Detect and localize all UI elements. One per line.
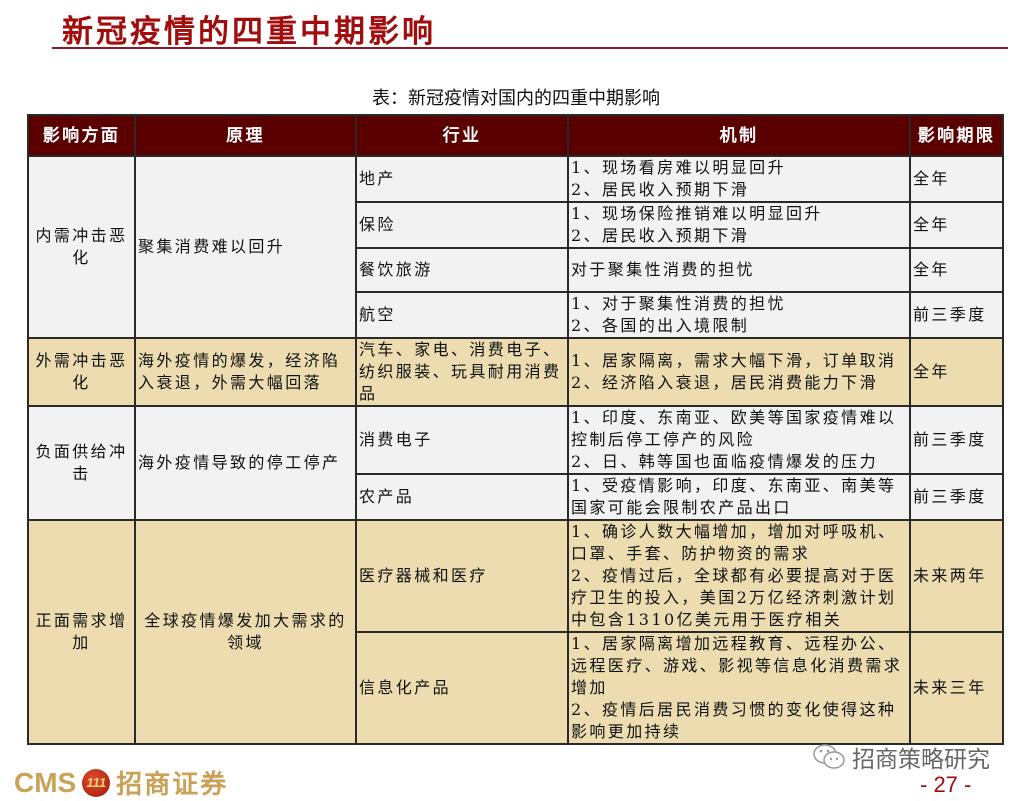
period-cell: 全年 xyxy=(909,247,1004,293)
mechanism-cell: 1、居家隔离，需求大幅下滑，订单取消 2、经济陷入衰退，居民消费能力下滑 xyxy=(567,337,911,407)
industry-cell: 汽车、家电、消费电子、纺织服装、玩具耐用消费品 xyxy=(355,337,569,407)
industry-cell: 餐饮旅游 xyxy=(355,247,569,293)
wechat-watermark: 招商策略研究 xyxy=(812,740,990,774)
period-cell: 未来三年 xyxy=(909,631,1004,745)
period-cell: 全年 xyxy=(909,155,1004,203)
table-row: 内需冲击恶化 聚集消费难以回升 地产 1、现场看房难以明显回升 2、居民收入预期… xyxy=(27,155,1004,339)
period-cell: 未来两年 xyxy=(909,519,1004,633)
industry-cell: 消费电子 xyxy=(355,405,569,475)
mechanism-cell: 1、对于聚集性消费的担忧 2、各国的出入境限制 xyxy=(567,291,911,339)
period-cell: 全年 xyxy=(909,337,1004,407)
period-cell: 前三季度 xyxy=(909,291,1004,339)
principle-cell: 海外疫情的爆发，经济陷入衰退，外需大幅回落 xyxy=(134,337,357,407)
table-row: 保险 1、现场保险推销难以明显回升 2、居民收入预期下滑 全年 xyxy=(28,201,1004,249)
impact-table: 影响方面 原理 行业 机制 影响期限 内需冲击恶化 聚集消费难以回升 地产 1、… xyxy=(27,114,1004,745)
principle-cell: 海外疫情导致的停工停产 xyxy=(134,405,357,521)
period-cell: 前三季度 xyxy=(909,405,1004,475)
table-row: 负面供给冲击 海外疫情导致的停工停产 消费电子 1、印度、东南亚、欧美等国家疫情… xyxy=(27,405,1004,521)
column-header: 行业 xyxy=(355,114,569,157)
mechanism-cell: 对于聚集性消费的担忧 xyxy=(567,247,911,293)
mechanism-cell: 1、确诊人数大幅增加，增加对呼吸机、口罩、手套、防护物资的需求 2、疫情过后，全… xyxy=(567,519,911,633)
period-cell: 全年 xyxy=(909,201,1004,249)
logo-badge-icon: 111 xyxy=(82,768,111,797)
aspect-cell: 内需冲击恶化 xyxy=(27,155,136,339)
wechat-icon xyxy=(813,744,845,769)
mechanism-cell: 1、现场保险推销难以明显回升 2、居民收入预期下滑 xyxy=(567,201,911,249)
title-divider xyxy=(52,47,1008,49)
watermark-text: 招商策略研究 xyxy=(852,747,990,773)
column-header: 原理 xyxy=(134,114,357,157)
column-header: 机制 xyxy=(567,114,911,157)
logo-company-name: 招商证券 xyxy=(116,770,229,800)
cms-logo: CMS 111 招商证券 xyxy=(14,764,228,801)
logo-cms-text: CMS xyxy=(14,766,77,798)
principle-cell: 全球疫情爆发加大需求的领域 xyxy=(134,519,357,745)
industry-cell: 保险 xyxy=(355,201,569,249)
period-cell: 前三季度 xyxy=(909,473,1004,521)
table-row: 外需冲击恶化 海外疫情的爆发，经济陷入衰退，外需大幅回落 汽车、家电、消费电子、… xyxy=(27,337,1004,407)
mechanism-cell: 1、现场看房难以明显回升 2、居民收入预期下滑 xyxy=(567,155,911,203)
principle-cell: 聚集消费难以回升 xyxy=(134,155,357,339)
page-number: - 27 - xyxy=(920,772,972,797)
industry-cell: 信息化产品 xyxy=(355,631,569,745)
slide-title: 新冠疫情的四重中期影响 xyxy=(62,14,436,50)
aspect-cell: 负面供给冲击 xyxy=(27,405,136,521)
column-header: 影响方面 xyxy=(27,114,136,157)
mechanism-cell: 1、居家隔离增加远程教育、远程办公、远程医疗、游戏、影视等信息化消费需求增加 2… xyxy=(567,631,911,745)
table-caption: 表：新冠疫情对国内的四重中期影响 xyxy=(372,88,660,109)
mechanism-cell: 1、印度、东南亚、欧美等国家疫情难以控制后停工停产的风险 2、日、韩等国也面临疫… xyxy=(567,405,911,475)
column-header: 影响期限 xyxy=(909,114,1004,157)
mechanism-cell: 1、受疫情影响，印度、东南亚、南美等国家可能会限制农产品出口 xyxy=(567,473,911,521)
table-row: 正面需求增加 全球疫情爆发加大需求的领域 医疗器械和医疗 1、确诊人数大幅增加，… xyxy=(27,519,1004,745)
industry-cell: 航空 xyxy=(355,291,569,339)
aspect-cell: 外需冲击恶化 xyxy=(27,337,136,407)
industry-cell: 医疗器械和医疗 xyxy=(355,519,569,633)
table-header-row: 影响方面 原理 行业 机制 影响期限 xyxy=(27,114,1004,157)
industry-cell: 农产品 xyxy=(355,473,569,521)
aspect-cell: 正面需求增加 xyxy=(27,519,136,745)
industry-cell: 地产 xyxy=(355,155,569,203)
